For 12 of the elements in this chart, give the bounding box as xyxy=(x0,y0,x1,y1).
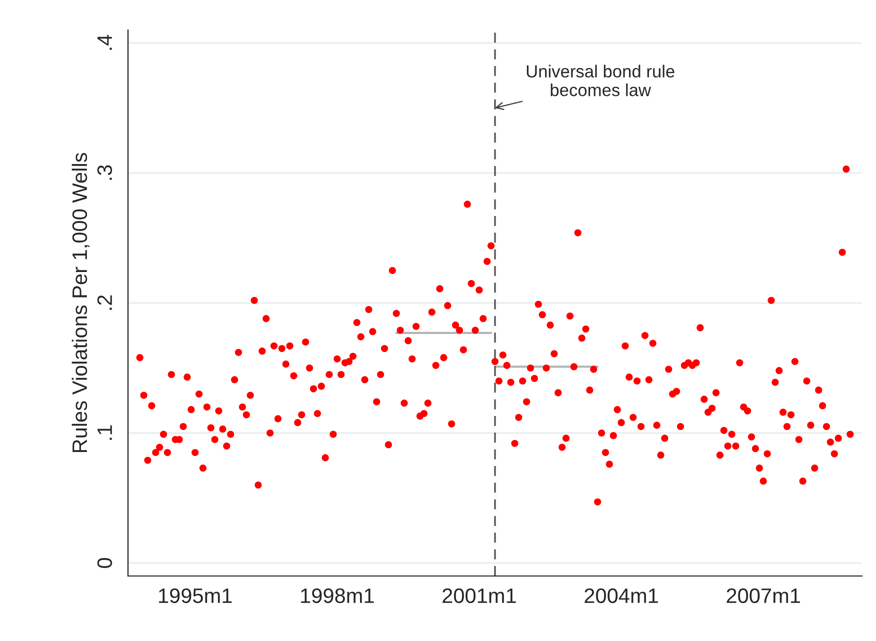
x-tick-label: 2004m1 xyxy=(584,588,658,604)
y-tick-label: .3 xyxy=(97,165,112,180)
y-tick-label: .2 xyxy=(97,295,112,310)
x-tick-label: 1998m1 xyxy=(301,588,374,604)
y-tick-label: 0 xyxy=(97,558,112,568)
y-tick-label: .1 xyxy=(98,425,112,440)
y-tick-label: .4 xyxy=(98,34,112,50)
annotation: Universal bond rule becomes law xyxy=(526,64,674,96)
y-axis-title: Rules Violations Per 1,000 Wells xyxy=(72,153,90,452)
x-tick-label: 2001m1 xyxy=(442,588,516,604)
x-tick-label: 1995m1 xyxy=(159,588,232,604)
x-tick-label: 2007m1 xyxy=(726,588,800,604)
